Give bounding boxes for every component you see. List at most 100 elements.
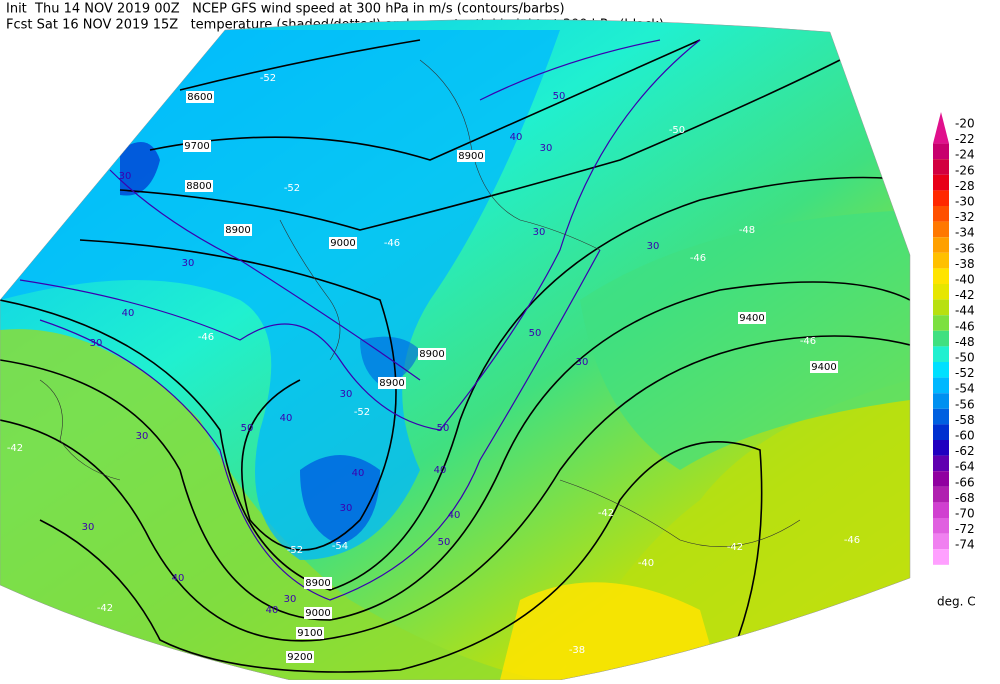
height-label: 8900 <box>379 378 404 389</box>
colorbar: -20-22-24-26-28-30-32-34-36-38-40-42-44-… <box>933 112 976 609</box>
height-label-box <box>457 150 485 162</box>
height-label: 8600 <box>187 92 212 103</box>
warm-region <box>0 300 910 680</box>
colorbar-unit: deg. C <box>937 595 976 609</box>
colorbar-label: -34 <box>955 226 975 240</box>
colorbar-swatch <box>933 440 949 456</box>
height-label-box <box>183 140 211 152</box>
wind-label: 40 <box>122 308 135 319</box>
height-label: 9400 <box>739 313 764 324</box>
colorbar-label: -66 <box>955 475 975 489</box>
colorbar-swatch <box>933 533 949 550</box>
wind-label: 40 <box>448 510 461 521</box>
colorbar-swatch <box>933 299 949 316</box>
colorbar-swatch <box>933 549 949 565</box>
colorbar-swatch <box>933 221 949 238</box>
wind-label: 30 <box>284 594 297 605</box>
colorbar-label: -52 <box>955 366 975 380</box>
height-label: 9000 <box>305 608 330 619</box>
height-contours <box>0 39 910 680</box>
colorbar-label: -32 <box>955 210 975 224</box>
height-label-box <box>378 377 406 389</box>
wind-label: 50 <box>553 91 566 102</box>
colorbar-swatch <box>933 237 949 253</box>
colorbar-label: -24 <box>955 148 975 162</box>
temperature-label: -46 <box>844 535 860 546</box>
temperature-label: -48 <box>739 225 755 236</box>
colorbar-label: -70 <box>955 507 975 521</box>
height-label-box <box>296 627 324 639</box>
cold-core <box>120 142 160 196</box>
colorbar-label: -42 <box>955 288 975 302</box>
wind-label: 40 <box>172 573 185 584</box>
colorbar-label: -22 <box>955 132 975 146</box>
height-label-box <box>738 312 766 324</box>
height-label-box <box>304 577 332 589</box>
colorbar-label: -26 <box>955 163 975 177</box>
map-labels: 8600 9700 8800 8900 9000 8900 9400 9400 8900 8900… <box>7 73 860 663</box>
temperature-label: -42 <box>7 443 23 454</box>
wind-label: 50 <box>241 423 254 434</box>
colorbar-label: -50 <box>955 351 975 365</box>
wind-label: 40 <box>280 413 293 424</box>
temperature-label: -52 <box>287 545 303 556</box>
colorbar-swatch <box>933 377 949 394</box>
wind-label: 30 <box>340 389 353 400</box>
colorbar-swatch <box>933 455 949 472</box>
wind-label: 30 <box>533 227 546 238</box>
height-label-box <box>810 361 838 373</box>
temperature-label: -46 <box>384 238 400 249</box>
colorbar-swatch <box>933 346 949 362</box>
wind-label: 30 <box>540 143 553 154</box>
wind-label: 30 <box>82 522 95 533</box>
wind-label: 30 <box>119 171 132 182</box>
temperature-label: -50 <box>669 125 685 136</box>
wind-label: 30 <box>647 241 660 252</box>
colorbar-label: -38 <box>955 257 975 271</box>
height-label: 9100 <box>297 628 322 639</box>
height-label: 9400 <box>811 362 836 373</box>
height-label-box <box>224 224 252 236</box>
temperature-label: -46 <box>690 253 706 264</box>
colorbar-swatch <box>933 471 949 487</box>
wind-label: 40 <box>434 465 447 476</box>
temperature-label: -52 <box>354 407 370 418</box>
temperature-label: -52 <box>284 183 300 194</box>
colorbar-swatch <box>933 159 949 175</box>
wind-label: 50 <box>437 423 450 434</box>
colorbar-label: -74 <box>955 538 975 552</box>
colorbar-swatch <box>933 408 949 425</box>
colorbar-swatch <box>933 143 949 160</box>
colorbar-label: -46 <box>955 319 975 333</box>
cold-core <box>300 455 380 545</box>
colorbar-label: -36 <box>955 241 975 255</box>
colorbar-swatch <box>933 284 949 300</box>
temperature-label: -46 <box>198 332 214 343</box>
colorbar-label: -44 <box>955 304 975 318</box>
height-label: 8900 <box>419 349 444 360</box>
colorbar-label: -40 <box>955 273 975 287</box>
wind-label: 50 <box>438 537 451 548</box>
colorbar-label: -62 <box>955 444 975 458</box>
wind-label: 30 <box>136 431 149 442</box>
colorbar-swatch <box>933 486 949 503</box>
height-label: 9700 <box>184 141 209 152</box>
height-label-box <box>418 348 446 360</box>
colorbar-label: -28 <box>955 179 975 193</box>
colorbar-swatch <box>933 393 949 409</box>
height-label-box <box>186 91 214 103</box>
wind-label: 40 <box>352 468 365 479</box>
colorbar-swatch <box>933 252 949 269</box>
colorbar-arrow <box>933 112 949 144</box>
colorbar-label: -60 <box>955 429 975 443</box>
height-label-box <box>286 651 314 663</box>
colorbar-swatch <box>933 174 949 191</box>
colorbar-swatch <box>933 190 949 206</box>
height-label-box <box>329 237 357 249</box>
height-label: 8900 <box>225 225 250 236</box>
colorbar-swatch <box>933 424 949 440</box>
header-line: Init Thu 14 NOV 2019 00Z NCEP GFS wind s… <box>6 2 565 17</box>
temperature-label: -52 <box>260 73 276 84</box>
